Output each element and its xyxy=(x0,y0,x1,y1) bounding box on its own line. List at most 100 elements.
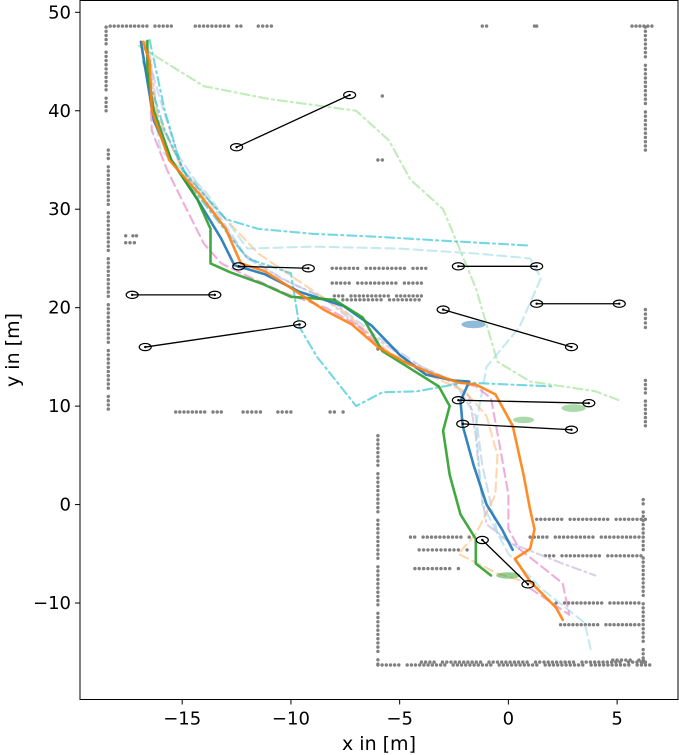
map-point xyxy=(339,266,343,270)
map-point xyxy=(432,660,436,664)
map-point xyxy=(525,660,529,664)
uncertainty-ellipse xyxy=(513,416,535,424)
map-point xyxy=(332,294,337,298)
map-segment xyxy=(332,298,421,302)
map-point xyxy=(169,24,173,28)
map-point xyxy=(379,298,383,302)
map-point xyxy=(376,573,380,577)
map-point xyxy=(615,658,619,662)
map-point xyxy=(384,663,388,667)
map-point xyxy=(604,623,608,627)
map-point xyxy=(624,623,629,627)
map-point xyxy=(104,42,108,46)
map-point xyxy=(261,24,265,28)
map-point xyxy=(415,294,419,298)
map-point xyxy=(106,215,111,219)
map-point xyxy=(376,446,380,450)
map-segment xyxy=(106,148,111,411)
map-point xyxy=(641,589,645,593)
connection-marker xyxy=(456,419,470,429)
x-axis-label: x in [m] xyxy=(342,733,416,755)
map-point xyxy=(381,266,385,270)
map-point xyxy=(376,158,380,162)
map-point xyxy=(405,663,409,667)
map-point xyxy=(631,660,635,664)
map-point xyxy=(376,637,380,641)
connection-line xyxy=(145,323,300,348)
connection-marker xyxy=(232,262,246,271)
map-point xyxy=(641,639,645,643)
map-point xyxy=(361,294,366,298)
map-segment xyxy=(124,241,137,245)
map-point xyxy=(413,535,417,539)
map-point xyxy=(376,658,380,662)
map-point xyxy=(376,628,380,632)
map-point xyxy=(633,601,637,605)
map-point xyxy=(106,311,111,315)
map-point xyxy=(415,281,419,285)
map-point xyxy=(376,624,380,628)
map-point xyxy=(376,531,380,535)
map-point xyxy=(588,660,593,664)
map-point xyxy=(390,281,394,285)
map-point xyxy=(106,399,111,403)
map-point xyxy=(572,663,577,667)
map-point xyxy=(589,517,593,521)
map-point xyxy=(378,294,382,298)
map-segment xyxy=(417,548,469,552)
map-point xyxy=(566,535,570,539)
map-point xyxy=(370,294,374,298)
map-point xyxy=(106,269,111,273)
map-point xyxy=(377,266,381,270)
map-point xyxy=(452,548,456,552)
connection-marker xyxy=(475,535,489,545)
map-point xyxy=(387,298,392,302)
map-point xyxy=(514,663,518,667)
map-point xyxy=(128,241,132,245)
map-point xyxy=(597,660,601,664)
map-point xyxy=(641,514,645,518)
map-point xyxy=(445,660,449,664)
map-point xyxy=(459,663,464,667)
map-point xyxy=(597,554,602,558)
map-point xyxy=(476,663,480,667)
map-point xyxy=(376,527,380,531)
map-point xyxy=(106,319,111,324)
map-point xyxy=(364,281,368,285)
map-point xyxy=(620,623,625,627)
map-point xyxy=(448,566,452,571)
map-point xyxy=(356,266,360,270)
connection-marker-dot xyxy=(526,583,530,586)
map-point xyxy=(334,266,339,270)
map-point xyxy=(641,614,645,618)
map-segment xyxy=(332,294,424,298)
map-point xyxy=(571,623,575,627)
map-point xyxy=(643,382,648,387)
map-segment xyxy=(419,660,648,664)
map-point xyxy=(104,84,108,88)
map-point xyxy=(643,80,648,84)
map-segment xyxy=(554,601,641,605)
connection xyxy=(475,535,535,589)
map-point xyxy=(376,497,380,501)
map-point xyxy=(641,564,645,568)
map-point xyxy=(353,298,358,302)
map-segment xyxy=(376,663,652,667)
map-point xyxy=(530,663,535,667)
map-point xyxy=(643,76,648,80)
map-point xyxy=(413,663,418,667)
map-point xyxy=(382,294,386,298)
map-point xyxy=(376,505,380,510)
map-point xyxy=(417,566,421,571)
map-point xyxy=(643,135,648,140)
map-point xyxy=(341,298,345,302)
map-point xyxy=(219,410,223,414)
trajectory-line xyxy=(137,44,623,403)
map-point xyxy=(434,548,439,552)
map-point xyxy=(376,442,380,446)
connection-marker xyxy=(343,90,357,100)
connection-line xyxy=(462,423,572,431)
map-point xyxy=(423,660,428,664)
map-point xyxy=(641,652,645,656)
map-point xyxy=(419,266,424,270)
